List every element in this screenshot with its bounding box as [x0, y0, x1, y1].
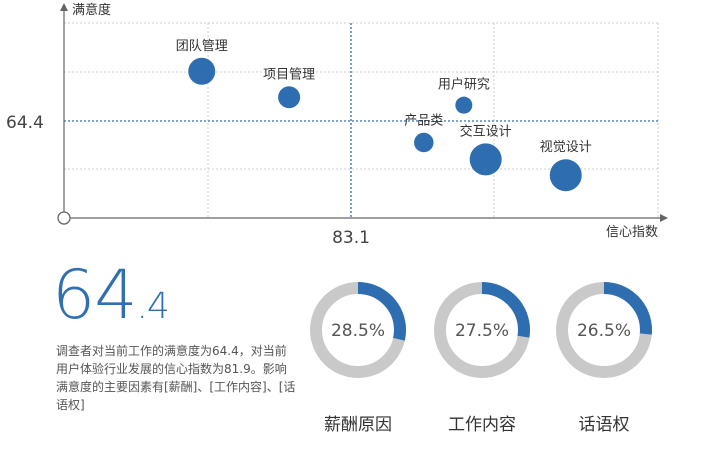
scatter-point-label: 用户研究	[438, 77, 490, 93]
scatter-point-label: 项目管理	[263, 67, 315, 82]
donut-label: 工作内容	[448, 415, 516, 435]
donut-percent: 28.5%	[331, 321, 385, 341]
scatter-point-label: 交互设计	[460, 123, 512, 139]
satisfaction-value-dec: .4	[136, 286, 170, 327]
origin-marker	[57, 211, 71, 225]
donut-voice-ring: 26.5%	[556, 282, 652, 378]
donut-label: 话语权	[578, 415, 630, 435]
scatter-point	[278, 86, 301, 109]
y-axis-label: 满意度	[72, 2, 111, 18]
y-axis-arrow	[60, 3, 68, 11]
scatter-point	[414, 132, 434, 153]
scatter-point-label: 团队管理	[176, 39, 228, 54]
scatter-point-label: 视觉设计	[540, 140, 592, 155]
scatter-point	[549, 159, 582, 192]
donut-arc	[310, 282, 406, 378]
scatter-point	[188, 57, 216, 85]
ref-label-x: 83.1	[332, 228, 370, 248]
scatter-point	[455, 96, 473, 114]
ref-label-y: 64.4	[6, 113, 44, 133]
scatter-point-label: 产品类	[404, 114, 443, 129]
scatter-point	[469, 143, 502, 176]
donut-arc	[434, 282, 530, 378]
donut-salary-ring: 28.5%	[310, 282, 406, 378]
donut-percent: 27.5%	[455, 321, 509, 341]
satisfaction-value-int: 64	[52, 256, 138, 335]
donut-label: 薪酬原因	[324, 415, 392, 435]
x-axis-arrow	[660, 214, 668, 222]
summary-text: 调查者对当前工作的满意度为64.4，对当前用户体验行业发展的信心指数为81.9。…	[56, 344, 296, 412]
satisfaction-value: 64.4	[52, 262, 170, 330]
donut-voice: 26.5% 话语权	[554, 280, 654, 435]
donut-work-content-ring: 27.5%	[434, 282, 530, 378]
donut-salary: 28.5% 薪酬原因	[308, 280, 408, 435]
scatter-chart: 满意度 信心指数 64.4 83.1 团队管理项目管理用户研究产品类交互设计视觉…	[6, 2, 668, 248]
donut-percent: 26.5%	[577, 321, 631, 341]
x-axis-label: 信心指数	[606, 225, 658, 240]
donut-arc	[556, 282, 652, 378]
donut-work-content: 27.5% 工作内容	[432, 280, 532, 435]
